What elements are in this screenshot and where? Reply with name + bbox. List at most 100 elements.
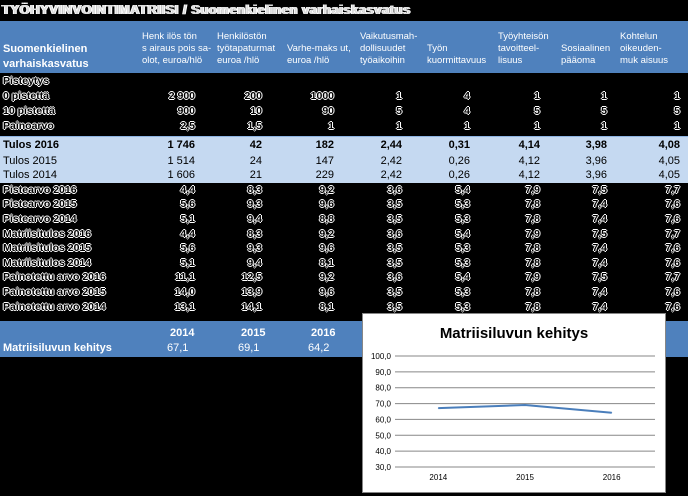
row-label: Matriisitulos 2015 <box>3 242 92 255</box>
matrix-value-2015: 69,1 <box>238 342 260 354</box>
page-title: TYÖHYVINVOINTIMATRIISI / Suomenkielinen … <box>0 0 688 21</box>
x-tick-label: 2014 <box>429 473 447 482</box>
table-cell: 7,4 <box>592 286 607 298</box>
table-cell: 2,42 <box>380 154 402 167</box>
table-cell: 5,3 <box>455 256 470 269</box>
table-cell: 7,6 <box>665 242 680 255</box>
table-cell <box>410 73 470 89</box>
table-cell: 1,5 <box>247 120 262 132</box>
table-cell: 7,9 <box>525 227 540 240</box>
table-cell: 12,5 <box>241 271 262 284</box>
table-cell: 4,05 <box>658 154 680 167</box>
table-cell: 3,5 <box>387 286 402 298</box>
table-cell: 7,8 <box>525 213 540 225</box>
table-cell: 7,4 <box>592 242 607 255</box>
table-row: Pistearvo 2016 4,4 8,3 9,2 3,6 5,4 7,9 7,5 7,7 <box>0 182 688 198</box>
table-cell: 8,3 <box>247 227 262 240</box>
column-header-social-capital: Sosiaalinen pääoma <box>561 43 611 66</box>
table-cell: 0,26 <box>448 154 470 167</box>
table-cell: 4 <box>464 90 470 102</box>
table-cell: 14,1 <box>241 300 262 313</box>
table-cell: 9,6 <box>319 242 334 255</box>
table-cell <box>135 73 195 89</box>
table-cell: 1 <box>674 90 680 102</box>
table-cell: 4,12 <box>518 169 540 182</box>
table-cell: 1 514 <box>167 154 195 167</box>
table-cell: 3,6 <box>387 227 402 240</box>
table-cell: 5,3 <box>455 198 470 211</box>
table-cell: 3,5 <box>387 213 402 225</box>
row-label: Tulos 2014 <box>3 169 58 182</box>
table-cell: 1 <box>534 120 540 132</box>
table-cell: 229 <box>315 169 334 182</box>
table-row: Tulos 2014 1 606 21 229 2,42 0,26 4,12 3,96 4,05 <box>0 167 688 184</box>
table-cell: 5,4 <box>455 183 470 196</box>
table-cell: 5 <box>534 105 540 117</box>
table-cell: 2,5 <box>180 120 195 132</box>
table-cell: 2,42 <box>380 169 402 182</box>
x-tick-label: 2016 <box>603 473 621 482</box>
table-cell: 3,96 <box>585 169 607 182</box>
y-tick-label: 50,0 <box>375 431 391 440</box>
table-cell: 9,3 <box>247 198 262 211</box>
table-cell: 7,6 <box>665 300 680 313</box>
row-label: Painotettu arvo 2014 <box>3 300 106 313</box>
table-cell: 42 <box>249 139 262 151</box>
series-point <box>437 407 439 409</box>
x-tick-label: 2015 <box>516 473 534 482</box>
chart-svg: Matriisiluvun kehitys 30,0 40,0 50,0 60,0 70,… <box>371 325 655 482</box>
table-cell: 2,44 <box>380 139 402 151</box>
table-cell: 7,5 <box>592 227 607 240</box>
table-row: Pistearvo 2015 5,6 9,3 9,6 3,5 5,3 7,8 7,4 7,6 <box>0 196 688 212</box>
table-row: 10 pistettä 900 10 90 5 4 5 5 5 <box>0 103 688 119</box>
table-cell: 4 <box>464 105 470 117</box>
table-cell: 8,1 <box>319 300 334 313</box>
divider <box>0 136 688 137</box>
table-cell: 7,8 <box>525 198 540 211</box>
table-row: Matriisitulos 2015 5,6 9,3 9,6 3,5 5,3 7,8 7,4 7… <box>0 240 688 256</box>
table-cell: 5,3 <box>455 300 470 313</box>
table-cell: 4,14 <box>518 139 540 151</box>
column-header-accidents: Henkilöstön työtapaturmat euroa /hlö <box>217 31 276 66</box>
table-cell: 182 <box>315 139 334 151</box>
table-cell: 9,2 <box>319 227 334 240</box>
row-label: Painotettu arvo 2015 <box>3 286 106 298</box>
table-cell: 5 <box>601 105 607 117</box>
table-cell: 7,8 <box>525 256 540 269</box>
y-tick-label: 90,0 <box>375 368 391 377</box>
row-label: Pistearvo 2016 <box>3 183 77 196</box>
table-cell: 7,5 <box>592 271 607 284</box>
y-tick-label: 100,0 <box>371 352 392 361</box>
column-header-goals: Työyhteisön tavoitteel- lisuus <box>498 31 549 66</box>
matrix-value-2016: 64,2 <box>308 342 330 354</box>
table-cell: 9,6 <box>319 198 334 211</box>
row-label: Matriisitulos 2016 <box>3 227 92 240</box>
row-label: Tulos 2015 <box>3 154 58 167</box>
table-row: Matriisitulos 2016 4,4 8,3 9,2 3,6 5,4 7,9 7,5 7… <box>0 226 688 242</box>
table-cell: 1 <box>674 120 680 132</box>
table-cell: 8,8 <box>319 213 334 225</box>
series-line <box>438 403 612 414</box>
table-cell <box>342 73 402 89</box>
table-cell: 7,7 <box>665 271 680 284</box>
table-cell: 1 606 <box>167 169 195 182</box>
row-label: 10 pistettä <box>3 105 55 117</box>
row-label: Pisteytys <box>3 75 50 87</box>
matrix-value-2014: 67,1 <box>167 342 189 354</box>
y-tick-label: 30,0 <box>375 463 391 472</box>
table-cell: 1000 <box>310 90 334 102</box>
table-cell: 9,2 <box>319 271 334 284</box>
table-cell: 5,4 <box>455 271 470 284</box>
table-cell: 9,6 <box>319 286 334 298</box>
table-cell: 11,1 <box>175 271 195 284</box>
table-cell: 3,98 <box>585 139 607 151</box>
table-cell: 5,4 <box>455 227 470 240</box>
table-cell: 7,7 <box>665 227 680 240</box>
table-cell: 7,6 <box>665 286 680 298</box>
matrix-label: Matriisiluvun kehitys <box>3 342 112 354</box>
table-cell: 147 <box>315 154 334 167</box>
table-cell: 10 <box>250 105 262 117</box>
row-label: 0 pistettä <box>3 90 50 102</box>
chart-title: Matriisiluvun kehitys <box>440 325 588 342</box>
table-cell: 5,3 <box>455 213 470 225</box>
